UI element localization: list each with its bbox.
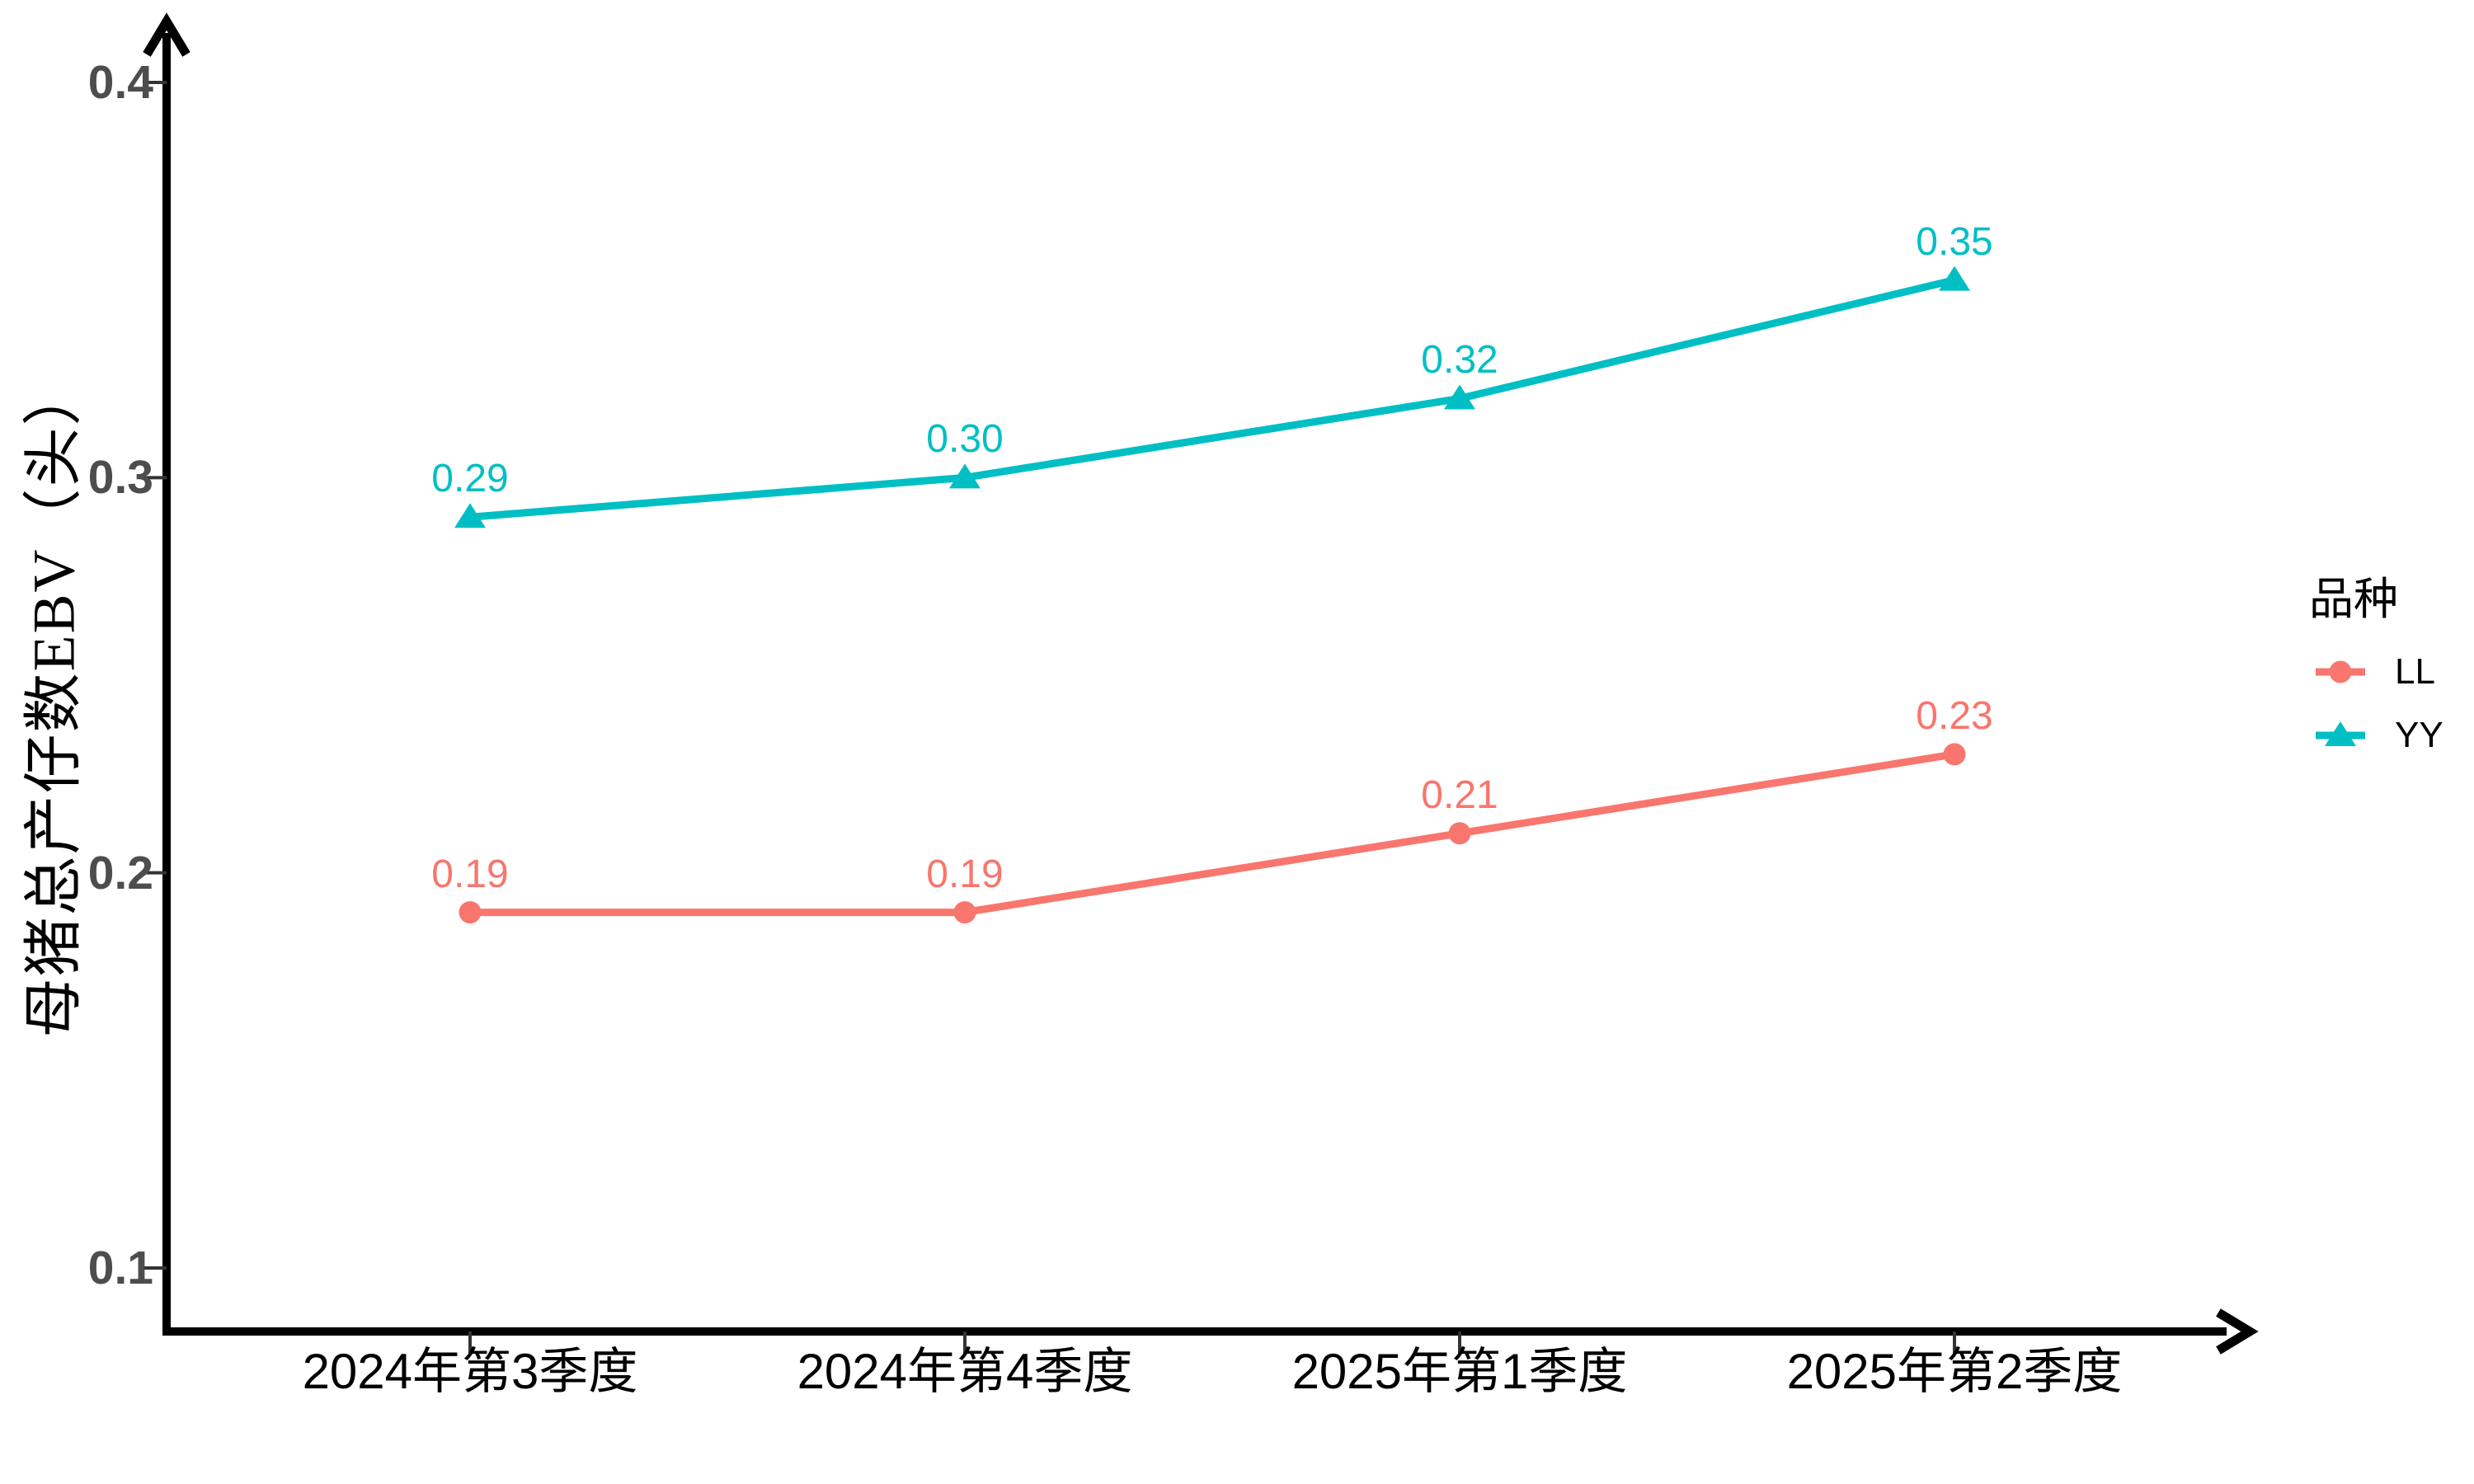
x-tick-label: 2024年第3季度 — [302, 1344, 638, 1399]
point-marker-YY — [1939, 265, 1970, 291]
y-tick-label: 0.3 — [87, 451, 153, 505]
legend-key-circle-icon — [2316, 660, 2365, 683]
point-marker-YY — [949, 463, 981, 489]
series-line-LL — [470, 750, 1955, 917]
point-label-LL: 0.21 — [1421, 773, 1498, 817]
legend-item-LL: LL — [2309, 646, 2443, 697]
point-marker-YY — [454, 503, 486, 528]
x-axis-arrow-icon — [2216, 1308, 2259, 1355]
x-tick-label: 2025年第1季度 — [1291, 1344, 1628, 1399]
y-tick-label: 0.1 — [87, 1242, 153, 1294]
point-marker-YY — [1444, 384, 1475, 410]
point-label-LL: 0.19 — [431, 852, 509, 896]
point-marker-LL — [459, 901, 482, 924]
legend-key-triangle-icon — [2316, 721, 2365, 746]
x-tick-label: 2025年第2季度 — [1786, 1344, 2123, 1399]
y-tick-label: 0.4 — [87, 56, 153, 109]
legend: 品种 LL YY — [2309, 573, 2443, 773]
legend-item-YY: YY — [2309, 710, 2443, 761]
x-tick-label: 2024年第4季度 — [797, 1344, 1133, 1399]
legend-title: 品种 — [2309, 575, 2398, 624]
point-marker-LL — [1448, 822, 1471, 845]
series-line-YY — [469, 276, 1956, 521]
point-label-YY: 0.30 — [926, 417, 1004, 462]
legend-label-LL: LL — [2395, 651, 2435, 692]
legend-label-YY: YY — [2395, 715, 2443, 755]
legend-items: LL YY — [2309, 646, 2443, 761]
point-marker-LL — [953, 901, 976, 924]
point-label-YY: 0.29 — [431, 457, 509, 501]
y-axis-arrow-icon — [143, 12, 190, 57]
point-label-YY: 0.32 — [1421, 338, 1498, 383]
point-marker-LL — [1943, 743, 1966, 766]
point-label-LL: 0.19 — [926, 852, 1004, 896]
point-label-LL: 0.23 — [1916, 693, 1993, 738]
point-label-YY: 0.35 — [1916, 219, 1993, 264]
y-tick-label: 0.2 — [87, 846, 153, 899]
y-axis-title-column: 母猪总产仔数EBV（头） — [5, 0, 91, 1402]
